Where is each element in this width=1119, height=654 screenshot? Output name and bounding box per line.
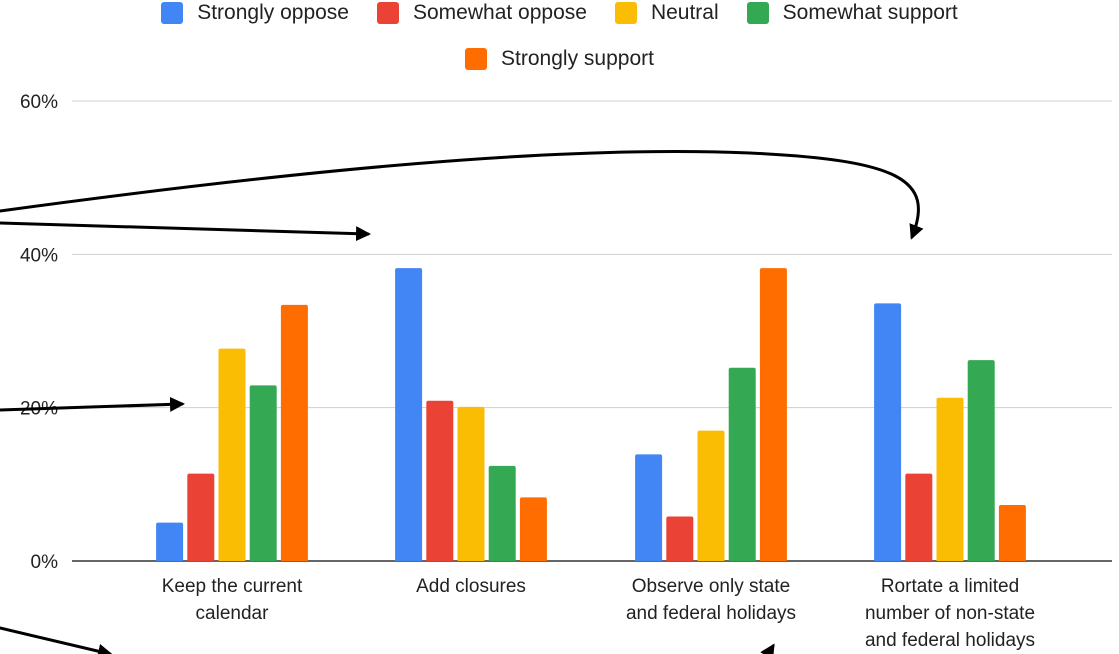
bar bbox=[280, 304, 308, 561]
annotation-arrow bbox=[0, 150, 924, 240]
legend-item: Somewhat support bbox=[746, 1, 958, 24]
bar bbox=[488, 465, 516, 561]
legend-item: Strongly support bbox=[465, 47, 654, 70]
bar bbox=[187, 473, 215, 561]
legend-label: Somewhat oppose bbox=[413, 1, 587, 24]
y-tick-label: 60% bbox=[20, 92, 58, 113]
x-category-label: Observe only state bbox=[632, 576, 790, 597]
legend-swatch bbox=[465, 48, 488, 70]
legend-label: Neutral bbox=[650, 1, 719, 24]
legend-swatch bbox=[161, 2, 184, 24]
bar bbox=[249, 385, 277, 561]
bar bbox=[759, 268, 787, 561]
bar bbox=[998, 505, 1026, 561]
annotation-arrow bbox=[0, 221, 371, 242]
legend-item: Neutral bbox=[614, 1, 719, 24]
x-category-label: calendar bbox=[196, 603, 270, 624]
x-category-label: Add closures bbox=[416, 576, 526, 597]
bar bbox=[905, 473, 933, 561]
legend-label: Strongly support bbox=[501, 47, 654, 70]
annotation-arrow bbox=[0, 626, 113, 654]
bar bbox=[666, 516, 694, 561]
legend-swatch bbox=[746, 2, 769, 24]
bar bbox=[697, 430, 725, 561]
legend-label: Somewhat support bbox=[782, 1, 958, 24]
legend: Strongly oppose Somewhat oppose Neutral Som… bbox=[0, 1, 1119, 70]
legend-item: Somewhat oppose bbox=[377, 1, 587, 24]
legend-swatch bbox=[377, 2, 399, 24]
bar bbox=[936, 397, 964, 561]
bar bbox=[519, 497, 547, 561]
y-tick-label: 0% bbox=[31, 552, 59, 573]
bar bbox=[967, 360, 995, 561]
x-category-label: number of non-state bbox=[865, 603, 1035, 624]
x-category-label: and federal holidays bbox=[865, 630, 1035, 651]
bar bbox=[635, 454, 663, 561]
x-category-label: and federal holidays bbox=[626, 603, 796, 624]
bar bbox=[874, 303, 902, 561]
legend-swatch bbox=[614, 2, 637, 24]
annotation-arrow bbox=[0, 396, 185, 412]
legend-label: Strongly oppose bbox=[197, 1, 349, 24]
x-category-label: Rortate a limited bbox=[881, 576, 1019, 597]
y-tick-label: 40% bbox=[20, 245, 58, 266]
bar bbox=[218, 348, 246, 561]
bar bbox=[395, 268, 423, 561]
bar bbox=[457, 406, 485, 561]
bar bbox=[728, 367, 756, 561]
annotation-arrow bbox=[760, 643, 775, 654]
legend-item: Strongly oppose bbox=[161, 1, 349, 24]
bar bbox=[426, 400, 454, 561]
x-category-label: Keep the current bbox=[162, 576, 303, 597]
bar bbox=[156, 522, 184, 561]
